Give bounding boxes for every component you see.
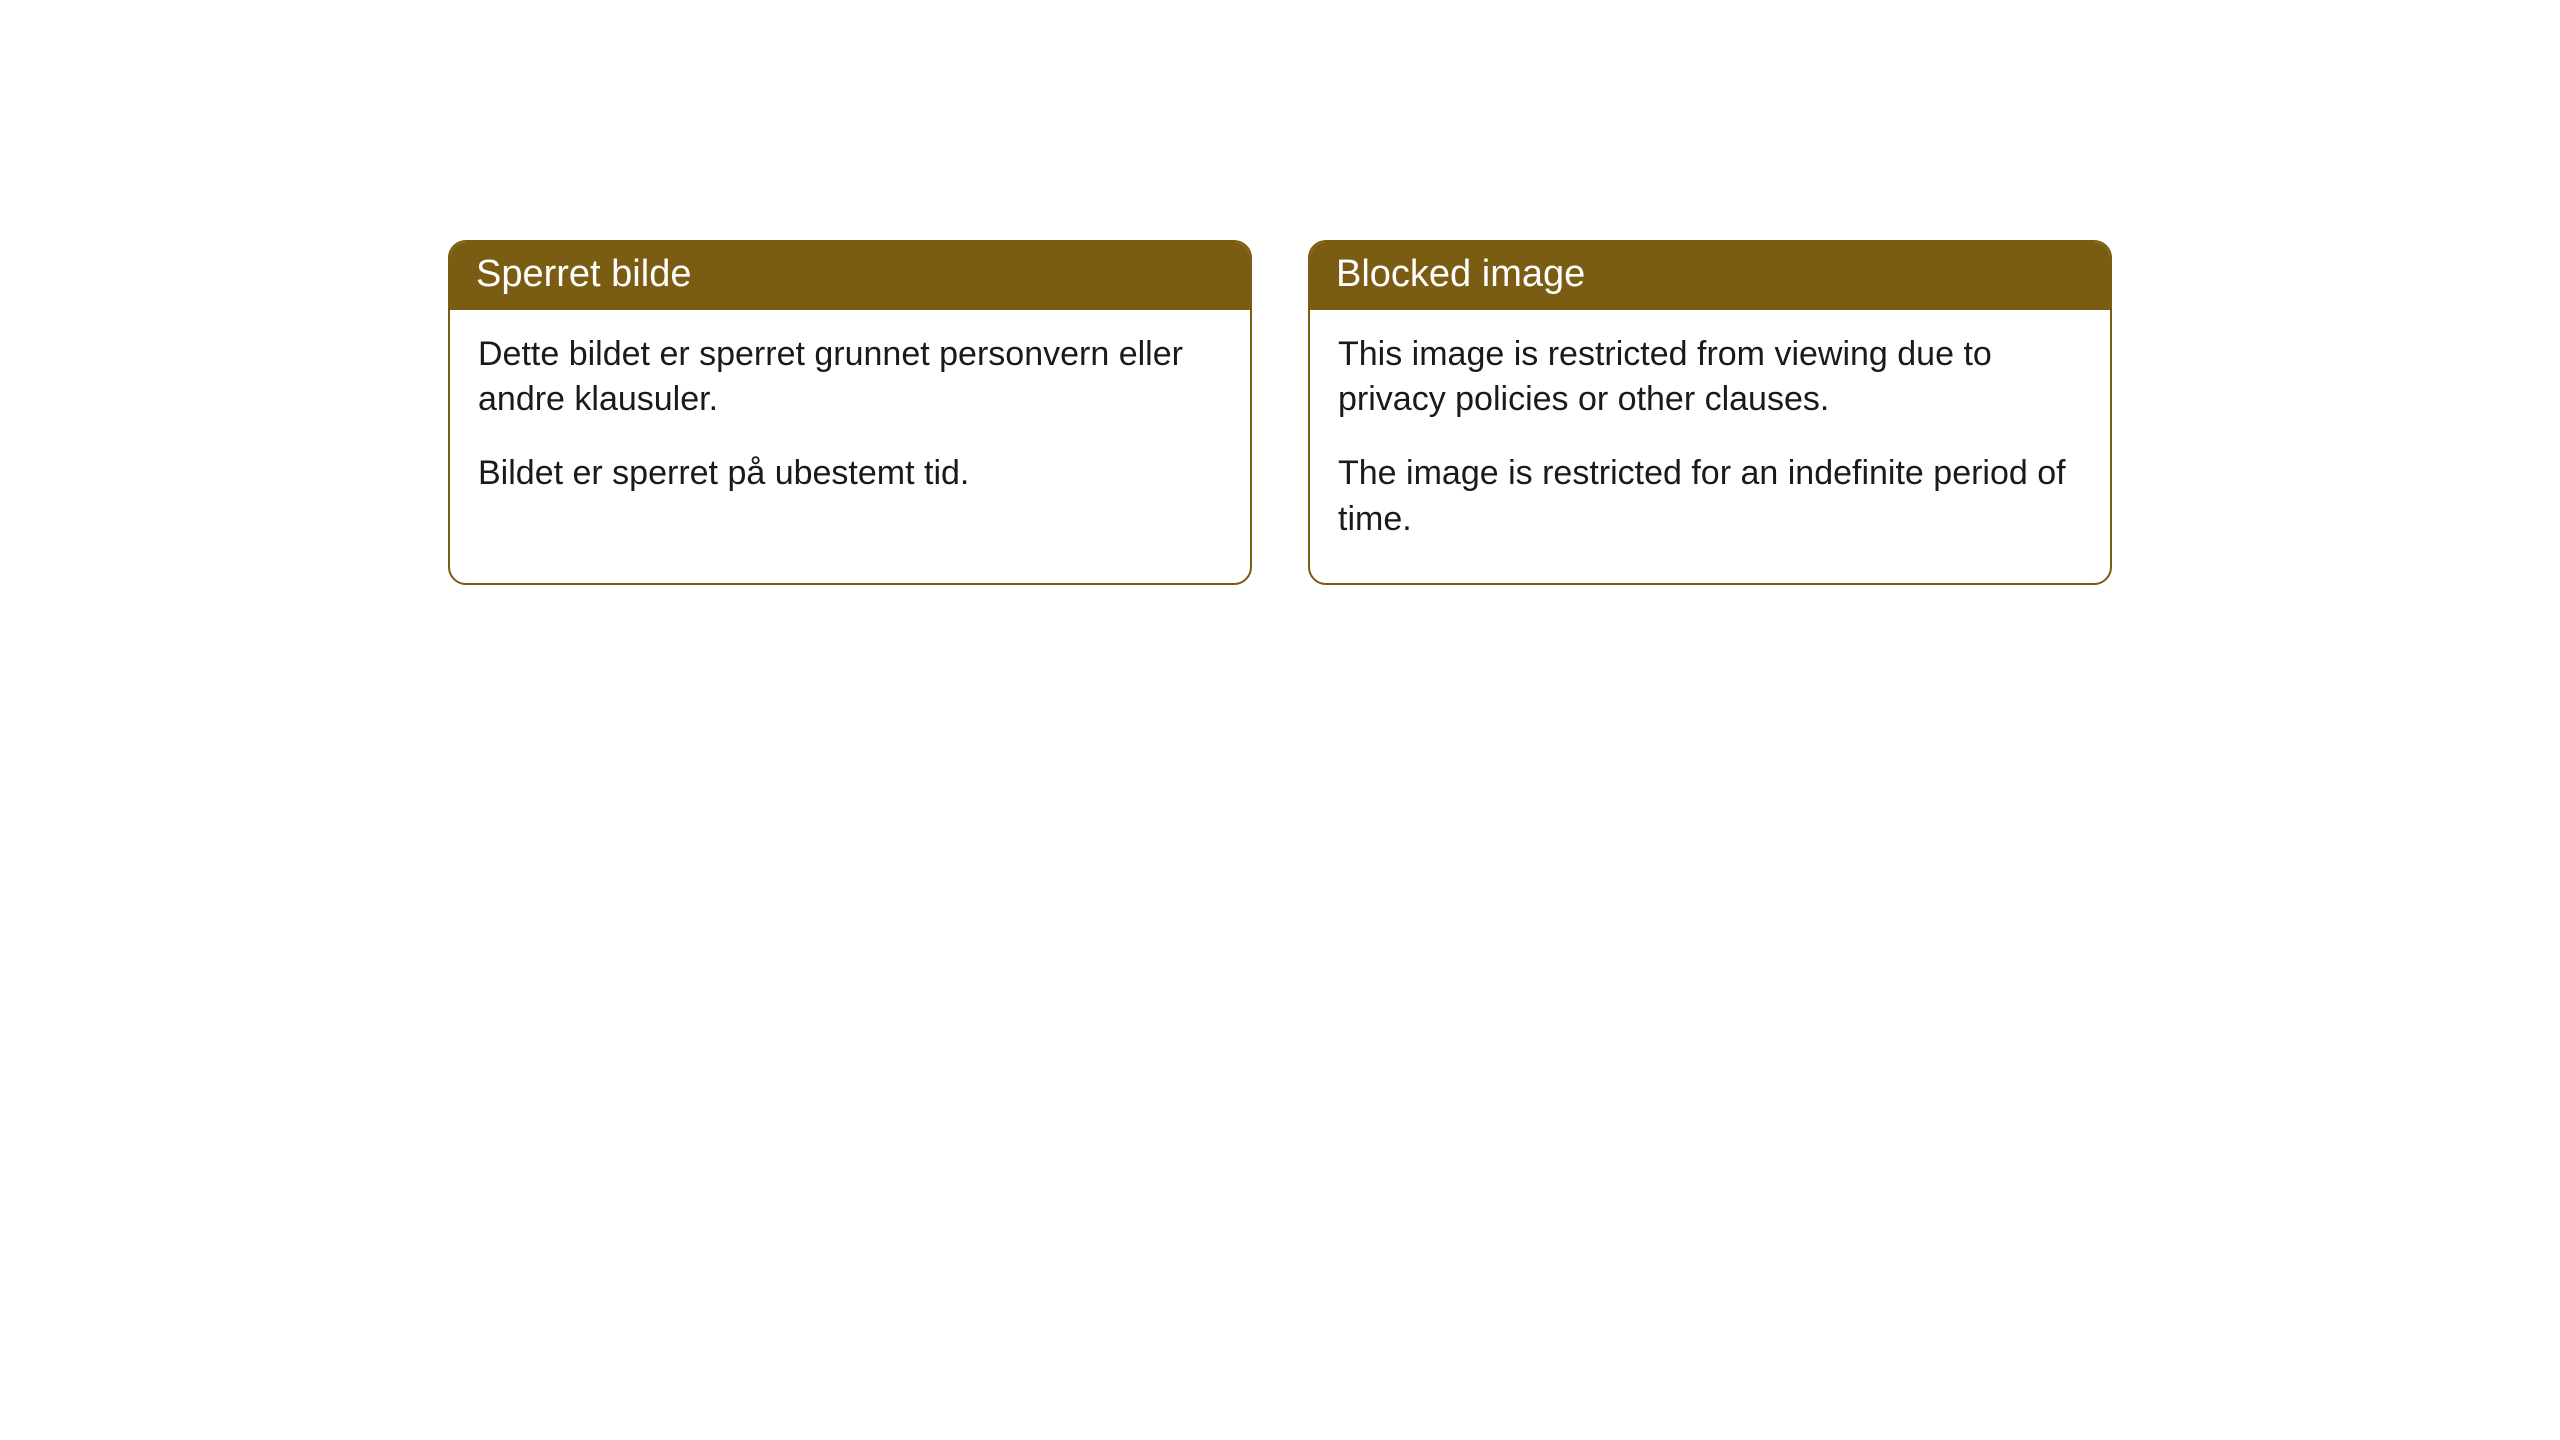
card-body-en: This image is restricted from viewing du… <box>1310 310 2110 584</box>
card-paragraph: This image is restricted from viewing du… <box>1338 332 2082 424</box>
card-paragraph: Dette bildet er sperret grunnet personve… <box>478 332 1222 424</box>
card-header-no: Sperret bilde <box>450 242 1250 310</box>
blocked-image-card-no: Sperret bilde Dette bildet er sperret gr… <box>448 240 1252 585</box>
card-paragraph: Bildet er sperret på ubestemt tid. <box>478 451 1222 497</box>
notice-cards-container: Sperret bilde Dette bildet er sperret gr… <box>448 240 2112 585</box>
card-body-no: Dette bildet er sperret grunnet personve… <box>450 310 1250 538</box>
blocked-image-card-en: Blocked image This image is restricted f… <box>1308 240 2112 585</box>
card-header-en: Blocked image <box>1310 242 2110 310</box>
card-paragraph: The image is restricted for an indefinit… <box>1338 451 2082 543</box>
